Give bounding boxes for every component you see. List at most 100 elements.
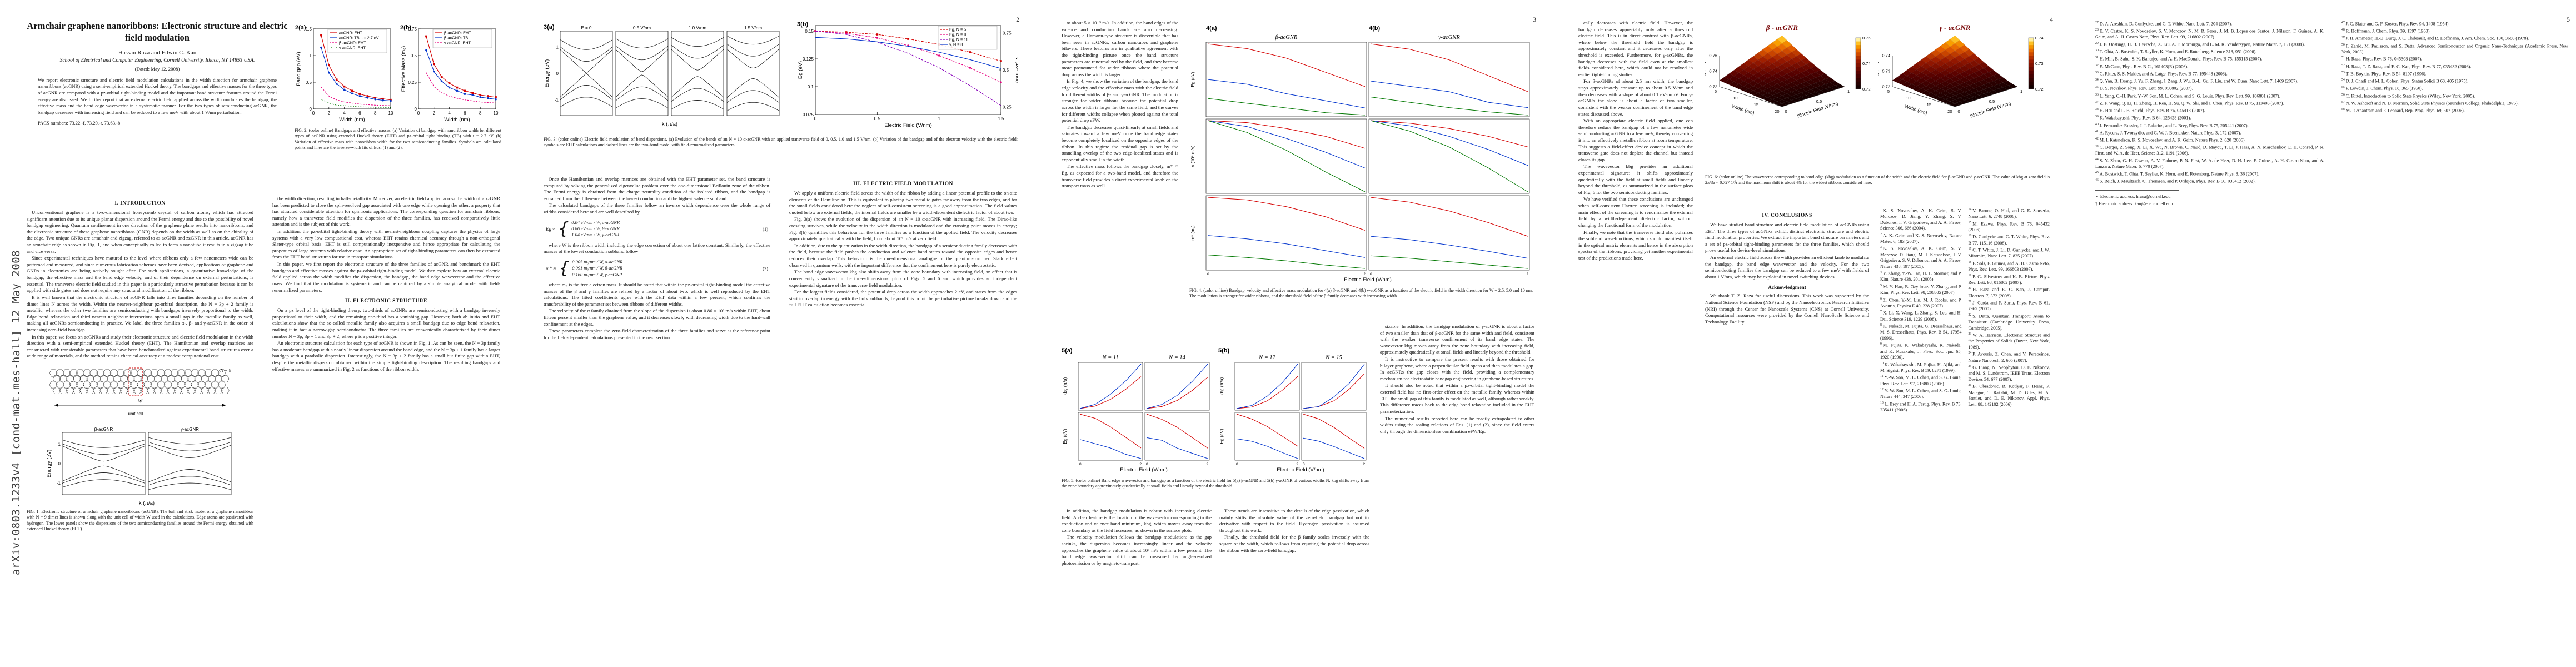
svg-text:0.125: 0.125 xyxy=(803,57,814,62)
svg-text:2: 2 xyxy=(328,111,331,116)
section-introduction: I. INTRODUCTION xyxy=(114,200,166,206)
paragraph: For β-acGNRs of about 2.5 nm width, the … xyxy=(1578,78,1693,117)
reference-item: 50 F. Zahid, M. Paulsson, and S. Datta, A… xyxy=(2341,43,2568,54)
reference-item: 7 X. Li, X. Wang, L. Zhang, S. Lee, and H… xyxy=(1880,310,1962,322)
reference-item: 19 P. G. Silvestrov and K. B. Efetov, Phy… xyxy=(1968,273,2050,285)
fig6-gamma-surface-plot: γ - acGNR 5 10 15 20 0 0.5 1 0.72 0.73 0.74 Width (… xyxy=(1878,21,2047,170)
page3-right-column: sizable. In addition, the bandgap modula… xyxy=(1380,323,1534,435)
svg-text:2: 2 xyxy=(1363,462,1365,466)
svg-text:6: 6 xyxy=(358,111,361,116)
svg-text:0.5: 0.5 xyxy=(411,53,417,58)
reference-item: 20 H. Raza and E. C. Kan, J. Comput. Elec… xyxy=(1968,287,2050,298)
paragraph: 0.160 m₀·nm / W, γ-acGNR xyxy=(572,272,622,277)
reference-number: 41 xyxy=(2095,130,2099,133)
reference-item: 54 D. J. Chadi and M. L. Cohen, Phys. Sta… xyxy=(2341,78,2469,84)
acknowledgment-heading: Acknowledgment xyxy=(1768,285,1806,291)
paragraph: 0.04 eV·nm / W, α-acGNR xyxy=(571,220,620,225)
fig5b-gamma-grid: 5(b) N = 12 N = 15 kbg (π/a) Eg (eV) 0 2 0 2 Elec… xyxy=(1218,346,1369,474)
paragraph: Finally, we note that the transverse fie… xyxy=(1578,229,1693,261)
svg-text:0.5 V/nm: 0.5 V/nm xyxy=(633,26,651,31)
svg-text:0.75: 0.75 xyxy=(408,27,417,32)
reference-item: 56 C. Kittel, Introduction to Solid State… xyxy=(2341,93,2475,99)
paragraph: In Fig. 4, we show the variation of the … xyxy=(1062,78,1178,123)
reference-number: 58 xyxy=(2341,108,2345,112)
svg-text:3(a): 3(a) xyxy=(544,24,555,31)
paragraph: These parameters complete the zero-field… xyxy=(544,328,770,340)
reference-number: 20 xyxy=(1968,287,1972,291)
svg-text:1: 1 xyxy=(1847,89,1850,94)
reference-number: 45 xyxy=(2095,171,2099,175)
svg-text:γ-acGNR: EHT: γ-acGNR: EHT xyxy=(444,41,471,46)
reference-item: 32 E. McCann, Phys. Rev. B 74, 161403(R) … xyxy=(2095,63,2189,69)
eq1-brace: { xyxy=(558,219,569,239)
svg-text:0: 0 xyxy=(417,111,420,116)
reference-item: 39 K. Wakabayashi, Phys. Rev. B 64, 12542… xyxy=(2095,115,2191,121)
paragraph: to about 5 × 10⁻³ m/s. In addition, the … xyxy=(1062,20,1178,77)
reference-item: 34 Q. Yan, B. Huang, J. Yu, F. Zheng, J. … xyxy=(2095,78,2299,84)
fig2b-effective-mass-chart: 0 2 4 6 8 10 0 0.25 0.5 0.75 Width (nm) Effective M… xyxy=(400,23,501,123)
page-number: 2 xyxy=(1016,17,1019,23)
page2-left-column: Once the Hamiltonian and overlap matrice… xyxy=(544,176,770,341)
reference-number: 28 xyxy=(2095,28,2099,32)
reference-item: 11 Y.-W. Son, M. L. Cohen, and S. G. Loui… xyxy=(1880,375,1962,386)
svg-text:0.5: 0.5 xyxy=(874,116,881,121)
svg-text:0.5: 0.5 xyxy=(306,80,312,85)
svg-text:20: 20 xyxy=(1947,109,1952,114)
reference-item: 22 S. Datta, Quantum Transport: Atom to T… xyxy=(1968,313,2050,331)
reference-number: 32 xyxy=(2095,63,2099,67)
svg-text:2(b): 2(b) xyxy=(400,24,412,31)
paragraph: 0.091 m₀·nm / W, β-acGNR xyxy=(572,266,623,271)
reference-item: 6 Z. Chen, Y.-M. Lin, M. J. Rooks, and P.… xyxy=(1880,297,1962,308)
svg-text:γ-acGNR: γ-acGNR xyxy=(181,427,199,432)
fig1-band-structure: Energy (eV) β-acGNR γ-acGNR -1 0 1 k (π/a) xyxy=(46,424,235,507)
dateline: (Dated: May 12, 2008) xyxy=(134,66,180,72)
svg-text:β-acGNR: EHT: β-acGNR: EHT xyxy=(339,41,366,46)
reference-number: 6 xyxy=(1880,297,1882,301)
reference-item: 14 V. Barone, O. Hod, and G. E. Scuseria,… xyxy=(1968,208,2050,220)
reference-item: 33 C. Ritter, S. S. Makler, and A. Latge,… xyxy=(2095,71,2228,77)
svg-text:15: 15 xyxy=(1927,102,1931,107)
svg-text:β - acGNR: β - acGNR xyxy=(1766,23,1798,32)
reference-number: 57 xyxy=(2341,100,2345,104)
svg-text:0.72: 0.72 xyxy=(1882,84,1890,89)
reference-number: 7 xyxy=(1880,310,1882,314)
reference-item: 16 D. Gunlycke and C. T. White, Phys. Rev… xyxy=(1968,234,2050,246)
reference-item: 8 K. Nakada, M. Fujita, G. Dresselhaus, a… xyxy=(1880,323,1962,341)
reference-number: 16 xyxy=(1968,234,1972,238)
paragraph: Since experimental techniques have matur… xyxy=(27,255,253,293)
fig3-caption: FIG. 3: (color online) Electric field mo… xyxy=(544,137,1018,148)
svg-text:kbg (1/Å): kbg (1/Å) xyxy=(1878,62,1879,81)
svg-text:0: 0 xyxy=(814,116,817,121)
page4-middle-column: IV. CONCLUSIONS We have studied band str… xyxy=(1705,208,1869,326)
svg-text:1.0 V/nm: 1.0 V/nm xyxy=(689,26,706,31)
reference-number: 54 xyxy=(2341,78,2345,82)
svg-text:0: 0 xyxy=(1207,272,1209,276)
svg-text:8: 8 xyxy=(479,111,482,116)
reference-number: 40 xyxy=(2095,122,2099,126)
reference-number: 4 xyxy=(1880,271,1882,275)
eq1-number: (1) xyxy=(762,226,768,232)
svg-text:N = 15: N = 15 xyxy=(1325,355,1342,361)
svg-text:Effective Mass (m₀): Effective Mass (m₀) xyxy=(401,46,407,92)
reference-number: 19 xyxy=(1968,273,1972,277)
reference-number: 24 xyxy=(1968,351,1972,355)
reference-item: 4 Y. Zhang, Y.-W. Tan, H. L. Stormer, and… xyxy=(1880,271,1962,282)
svg-text:unit cell: unit cell xyxy=(128,411,143,416)
reference-number: 53 xyxy=(2341,71,2345,74)
between-equations-paragraph: where W is the ribbon width including th… xyxy=(544,242,770,255)
reference-item: 49 J. H. Ammeter, H.-B. Burgi, J. C. Thib… xyxy=(2341,36,2529,42)
paragraph: We have studied band structure and elect… xyxy=(1705,222,1869,253)
page-1: Armchair graphene nanoribbons: Electroni… xyxy=(21,12,506,655)
reference-item: 17 C. T. White, J. Li, D. Gunlycke, and J… xyxy=(1968,247,2050,259)
field-modulation-paragraphs: We apply a uniform electric field across… xyxy=(789,190,1017,308)
svg-text:0.5: 0.5 xyxy=(1816,99,1822,104)
reference-number: 48 xyxy=(2341,28,2345,32)
reference-item: 40 J. Fernandez-Rossier, J. J. Palacios, … xyxy=(2095,122,2249,128)
reference-item: 28 E. V. Castro, K. S. Novoselov, S. V. M… xyxy=(2095,28,2324,40)
reference-item: 5 M. Y. Han, B. Ozyilmaz, Y. Zhang, and P… xyxy=(1880,283,1962,296)
page3-left-column: to about 5 × 10⁻³ m/s. In addition, the … xyxy=(1062,20,1178,190)
reference-item: 3 K. S. Novoselov, A. K. Geim, S. V. Moro… xyxy=(1880,246,1962,269)
paragraph: The calculated bandgaps of the three fam… xyxy=(544,202,770,215)
paragraph: cally decreases with electric field. How… xyxy=(1578,20,1693,77)
